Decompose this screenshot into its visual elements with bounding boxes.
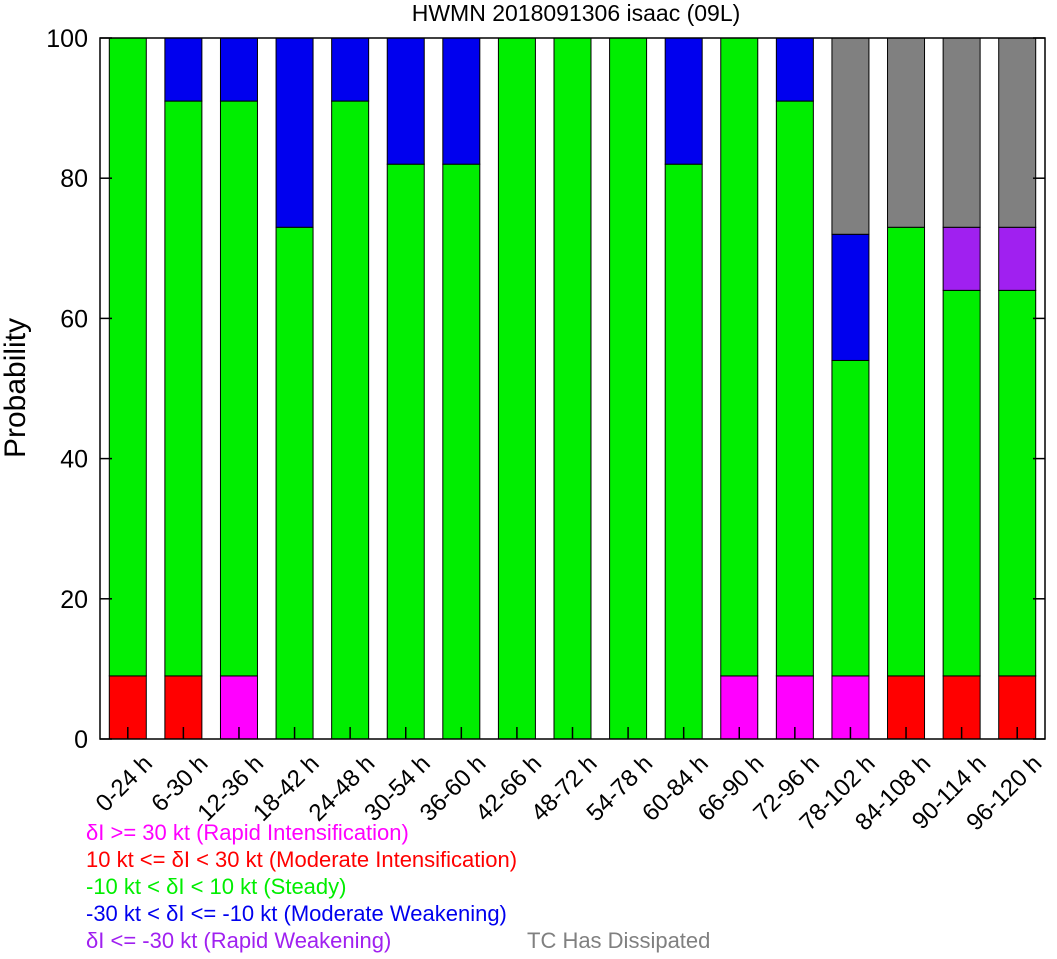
y-tick-label-40: 40 <box>60 446 88 474</box>
y-tick-label-80: 80 <box>60 165 88 193</box>
bar-segment-tc-has-dissipated-15 <box>942 37 981 228</box>
y-tick-label-20: 20 <box>60 586 88 614</box>
bar-segment-steady-14 <box>887 226 926 677</box>
legend-item-moderate-intensification: 10 kt <= δI < 30 kt (Moderate Intensific… <box>86 847 518 872</box>
bar-segment-steady-13 <box>831 359 870 677</box>
y-tick-label-0: 0 <box>74 726 88 754</box>
bar-segment-steady-3 <box>275 226 314 740</box>
bar-segment-steady-15 <box>942 289 981 677</box>
legend-item-rapid-intensification: δI >= 30 kt (Rapid Intensification) <box>86 820 409 845</box>
y-tick-label-100: 100 <box>46 25 88 53</box>
bar-segment-moderate-weakening-2 <box>219 37 258 102</box>
bar-segment-steady-10 <box>664 163 703 740</box>
bar-segment-steady-7 <box>497 37 536 740</box>
chart-title: HWMN 2018091306 isaac (09L) <box>412 0 741 26</box>
bar-segment-tc-has-dissipated-14 <box>887 37 926 228</box>
bar-segment-moderate-weakening-6 <box>442 37 481 165</box>
bar-segment-steady-1 <box>164 100 203 677</box>
bar-segment-steady-11 <box>720 37 759 677</box>
bar-segment-steady-9 <box>609 37 648 740</box>
bar-segment-steady-2 <box>219 100 258 677</box>
bar-segment-steady-12 <box>775 100 814 677</box>
bar-segment-rapid-weakening-15 <box>942 226 981 291</box>
x-tick-label-0: 0-24 h <box>91 750 158 817</box>
bar-segment-steady-16 <box>998 289 1037 677</box>
legend-item-rapid-weakening: δI <= -30 kt (Rapid Weakening) <box>86 928 392 953</box>
bar-segment-moderate-weakening-12 <box>775 37 814 102</box>
bar-segment-steady-5 <box>386 163 425 740</box>
bar-segment-moderate-weakening-5 <box>386 37 425 165</box>
bar-segment-moderate-weakening-3 <box>275 37 314 228</box>
bar-segment-moderate-weakening-4 <box>331 37 370 102</box>
bar-segment-steady-6 <box>442 163 481 740</box>
bar-segment-steady-4 <box>331 100 370 740</box>
bar-segment-steady-8 <box>553 37 592 740</box>
bar-segment-moderate-weakening-10 <box>664 37 703 165</box>
bar-segment-tc-has-dissipated-13 <box>831 37 870 235</box>
bar-segment-tc-has-dissipated-16 <box>998 37 1037 228</box>
y-tick-label-60: 60 <box>60 305 88 333</box>
bar-segment-rapid-weakening-16 <box>998 226 1037 291</box>
legend-item-steady: -10 kt < δI < 10 kt (Steady) <box>86 874 347 899</box>
legend-item-tc-dissipated: TC Has Dissipated <box>527 928 711 953</box>
bar-segment-steady-0 <box>108 37 147 677</box>
bars-layer <box>108 37 1037 740</box>
y-axis-label: Probability <box>0 318 32 458</box>
bar-segment-moderate-weakening-1 <box>164 37 203 102</box>
legend-item-moderate-weakening: -30 kt < δI <= -10 kt (Moderate Weakenin… <box>86 901 507 926</box>
bar-segment-moderate-weakening-13 <box>831 233 870 361</box>
